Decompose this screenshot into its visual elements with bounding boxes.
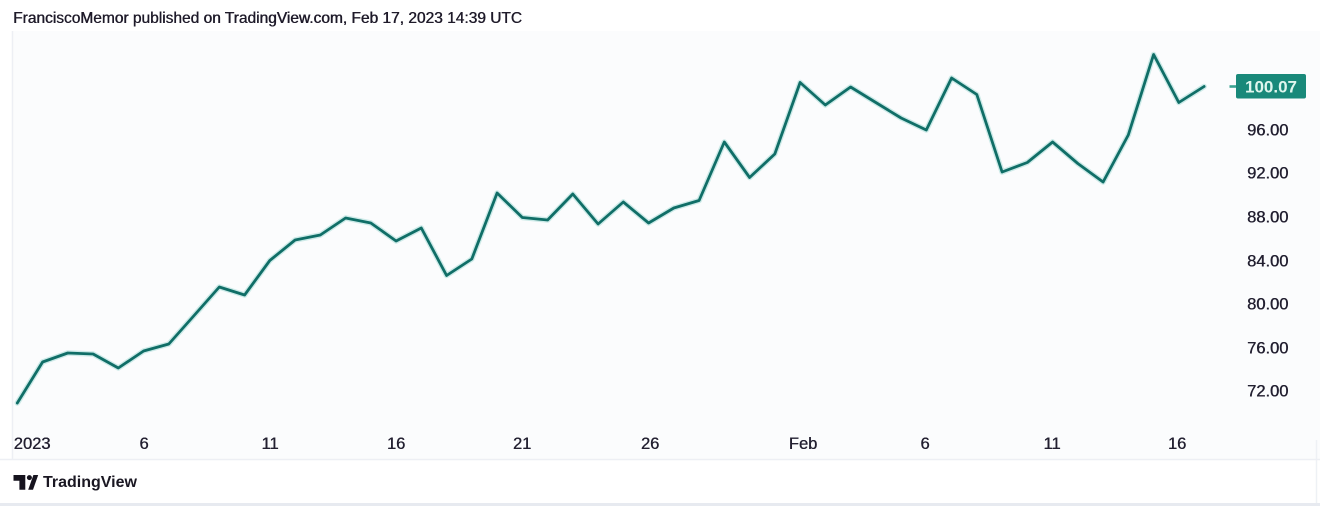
svg-text:100.07: 100.07: [1245, 78, 1297, 97]
